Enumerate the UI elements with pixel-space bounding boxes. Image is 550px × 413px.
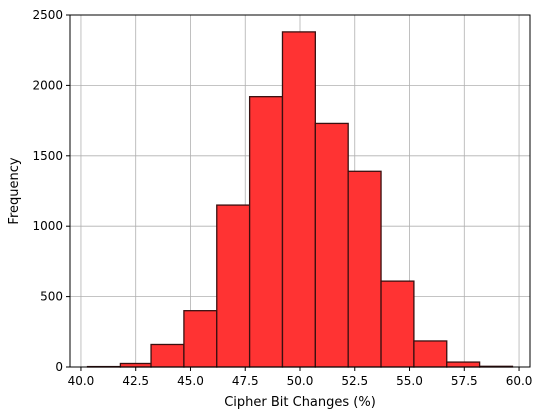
y-axis-ticks: 0 500 1000 1500 2000 2500 [32, 8, 70, 374]
x-tick-label: 45.0 [177, 374, 204, 388]
histogram-bar [248, 96, 284, 368]
y-tick-label: 1000 [32, 219, 63, 233]
y-tick-label: 500 [40, 290, 63, 304]
x-tick-label: 50.0 [287, 374, 314, 388]
y-tick-label: 2500 [32, 8, 63, 22]
histogram-bars [86, 31, 514, 368]
x-tick-label: 52.5 [341, 374, 368, 388]
x-tick-label: 47.5 [232, 374, 259, 388]
x-tick-label: 40.0 [68, 374, 95, 388]
histogram-bar [347, 170, 382, 368]
y-tick-label: 1500 [32, 149, 63, 163]
y-tick-label: 2000 [32, 78, 63, 92]
x-tick-label: 60.0 [506, 374, 533, 388]
x-axis-label: Cipher Bit Changes (%) [224, 395, 376, 410]
histogram-bar [446, 361, 481, 368]
x-tick-label: 55.0 [396, 374, 423, 388]
histogram-bar [150, 343, 185, 368]
histogram-bar [281, 31, 316, 368]
histogram-bar [216, 204, 251, 368]
x-axis-ticks: 40.0 42.5 45.0 47.5 50.0 52.5 55.0 57.5 60.0 [68, 367, 533, 388]
histogram-bar [413, 340, 448, 368]
histogram-bar [380, 280, 415, 368]
y-axis-label: Frequency [7, 157, 22, 224]
x-tick-label: 42.5 [122, 374, 149, 388]
x-tick-label: 57.5 [451, 374, 478, 388]
histogram-bar [119, 362, 152, 368]
y-tick-label: 0 [55, 360, 63, 374]
histogram-bar [314, 122, 349, 368]
histogram-bar [183, 310, 218, 368]
